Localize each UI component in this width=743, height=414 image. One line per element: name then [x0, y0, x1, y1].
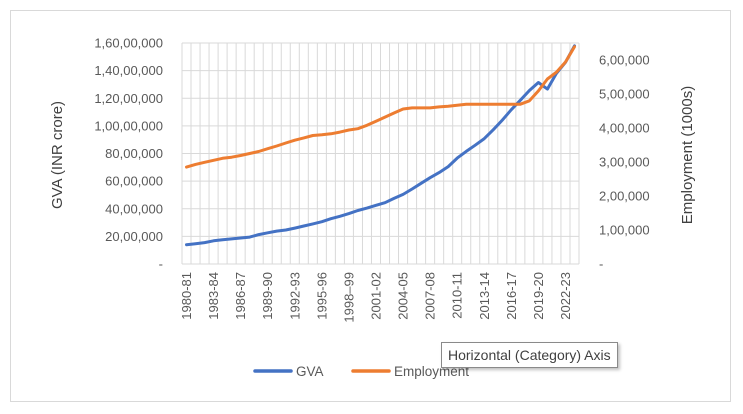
x-tick-label: 2013-14 [477, 272, 492, 320]
gridlines [181, 42, 580, 265]
axes: - 20,00,000 40,00,000 60,00,000 80,00,000 1,0… [94, 36, 649, 323]
right-axis-title: Employment (1000s) [679, 86, 696, 224]
y-tick-label: 1,00,00,000 [94, 118, 163, 133]
x-tick-label: 1992-93 [287, 272, 302, 320]
x-tick-label: 1995-96 [314, 272, 329, 320]
y2-tick-label: 6,00,000 [599, 53, 650, 68]
y-tick-label: 1,60,00,000 [94, 36, 163, 51]
x-tick-label: 2004-05 [396, 272, 411, 320]
axis-tooltip: Horizontal (Category) Axis [441, 342, 618, 368]
y-tick-label: 1,40,00,000 [94, 63, 163, 78]
x-tick-label: 2007-08 [423, 272, 438, 320]
y-tick-label: 1,20,00,000 [94, 91, 163, 106]
x-tick-label: 1983-84 [206, 272, 221, 320]
y2-tick-label: - [599, 257, 603, 272]
left-axis-title: GVA (INR crore) [49, 101, 66, 209]
y-tick-label: 80,00,000 [105, 146, 163, 161]
y2-tick-label: 3,00,000 [599, 155, 650, 170]
x-tick-label: 1989-90 [260, 272, 275, 320]
x-tick-label: 2019-20 [531, 272, 546, 320]
series-line-gva [185, 44, 576, 247]
y2-tick-label: 5,00,000 [599, 87, 650, 102]
x-tick-label: 2001-02 [369, 272, 384, 320]
y2-tick-label: 4,00,000 [599, 121, 650, 136]
legend: GVA Employment [253, 364, 469, 379]
y2-tick-label: 1,00,000 [599, 223, 650, 238]
x-tick-label: 1986-87 [233, 272, 248, 320]
y-tick-label: 60,00,000 [105, 174, 163, 189]
plot-series [185, 44, 576, 247]
y2-tick-label: 2,00,000 [599, 189, 650, 204]
x-tick-label: 2016-17 [504, 272, 519, 320]
x-tick-label: 1980-81 [179, 272, 194, 320]
legend-gva-label: GVA [296, 364, 324, 379]
y-tick-label: - [159, 257, 163, 272]
y-tick-label: 40,00,000 [105, 201, 163, 216]
series-line-employment [185, 45, 576, 169]
x-tick-label: 2010-11 [450, 272, 465, 319]
y-tick-label: 20,00,000 [105, 229, 163, 244]
x-tick-label: 2022-23 [558, 272, 573, 320]
x-tick-label: 1998–99 [341, 272, 356, 323]
